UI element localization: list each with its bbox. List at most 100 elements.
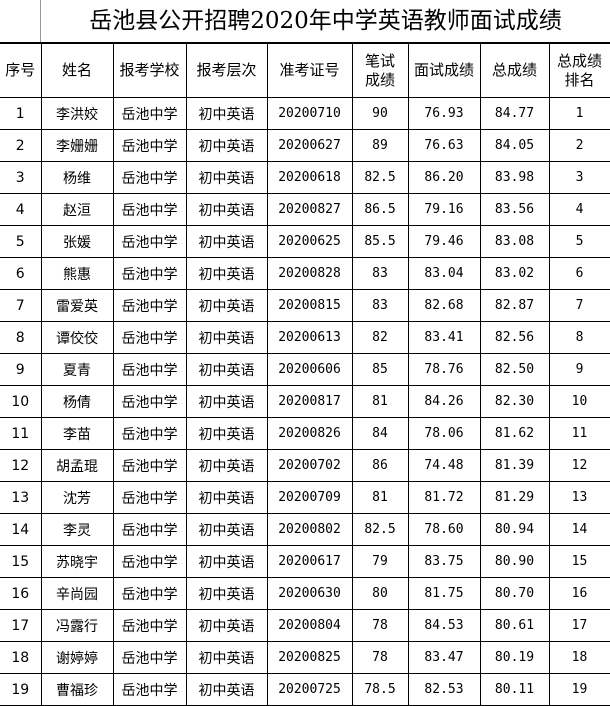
table-row: 4 赵洹 岳池中学 初中英语 20200827 86.5 79.16 83.56 4 <box>0 193 610 226</box>
cell-rank: 2 <box>548 129 610 162</box>
cell-rank: 3 <box>548 161 610 194</box>
cell-total-score: 83.56 <box>479 193 550 226</box>
cell-rank: 16 <box>548 577 610 610</box>
table-row: 15 苏晓宇 岳池中学 初中英语 20200617 79 83.75 80.90 15 <box>0 545 610 578</box>
cell-total-score: 82.56 <box>479 321 550 354</box>
cell-school: 岳池中学 <box>112 97 187 130</box>
cell-written-score: 86 <box>351 449 409 482</box>
cell-name: 李洪姣 <box>40 97 114 130</box>
cell-exam-id: 20200826 <box>266 417 353 450</box>
cell-name: 曹福珍 <box>40 673 114 706</box>
cell-written-score: 90 <box>351 97 409 130</box>
cell-exam-id: 20200618 <box>266 161 353 194</box>
cell-index: 14 <box>0 513 42 546</box>
cell-exam-id: 20200606 <box>266 353 353 386</box>
cell-index: 4 <box>0 193 42 226</box>
cell-school: 岳池中学 <box>112 129 187 162</box>
cell-rank: 10 <box>548 385 610 418</box>
title-row: 岳池县公开招聘2020年中学英语教师面试成绩 <box>0 0 610 43</box>
page-title: 岳池县公开招聘2020年中学英语教师面试成绩 <box>89 8 562 34</box>
table-row: 8 谭佼佼 岳池中学 初中英语 20200613 82 83.41 82.56 8 <box>0 321 610 354</box>
cell-exam-id: 20200828 <box>266 257 353 290</box>
cell-total-score: 80.19 <box>479 641 550 674</box>
cell-level: 初中英语 <box>185 321 268 354</box>
cell-interview-score: 82.68 <box>407 289 481 322</box>
cell-name: 辛尚园 <box>40 577 114 610</box>
cell-total-score: 81.62 <box>479 417 550 450</box>
cell-level: 初中英语 <box>185 353 268 386</box>
table-row: 14 李灵 岳池中学 初中英语 20200802 82.5 78.60 80.94 14 <box>0 513 610 546</box>
cell-interview-score: 78.76 <box>407 353 481 386</box>
cell-exam-id: 20200709 <box>266 481 353 514</box>
cell-index: 5 <box>0 225 42 258</box>
cell-exam-id: 20200625 <box>266 225 353 258</box>
gridline <box>40 0 41 42</box>
cell-written-score: 78 <box>351 641 409 674</box>
cell-rank: 14 <box>548 513 610 546</box>
cell-level: 初中英语 <box>185 417 268 450</box>
cell-index: 11 <box>0 417 42 450</box>
cell-index: 15 <box>0 545 42 578</box>
cell-school: 岳池中学 <box>112 481 187 514</box>
cell-index: 1 <box>0 97 42 130</box>
cell-name: 张媛 <box>40 225 114 258</box>
cell-name: 李姗姗 <box>40 129 114 162</box>
cell-rank: 11 <box>548 417 610 450</box>
cell-written-score: 82.5 <box>351 161 409 194</box>
cell-total-score: 84.77 <box>479 97 550 130</box>
cell-index: 16 <box>0 577 42 610</box>
cell-written-score: 86.5 <box>351 193 409 226</box>
cell-rank: 7 <box>548 289 610 322</box>
cell-school: 岳池中学 <box>112 673 187 706</box>
cell-school: 岳池中学 <box>112 289 187 322</box>
cell-school: 岳池中学 <box>112 449 187 482</box>
cell-total-score: 80.70 <box>479 577 550 610</box>
cell-total-score: 81.29 <box>479 481 550 514</box>
table-row: 3 杨维 岳池中学 初中英语 20200618 82.5 86.20 83.98 3 <box>0 161 610 194</box>
cell-index: 6 <box>0 257 42 290</box>
cell-exam-id: 20200613 <box>266 321 353 354</box>
cell-school: 岳池中学 <box>112 257 187 290</box>
cell-interview-score: 83.04 <box>407 257 481 290</box>
cell-level: 初中英语 <box>185 289 268 322</box>
header-index: 序号 <box>0 43 42 98</box>
cell-school: 岳池中学 <box>112 513 187 546</box>
cell-written-score: 81 <box>351 385 409 418</box>
cell-name: 杨倩 <box>40 385 114 418</box>
header-level: 报考层次 <box>185 43 268 98</box>
cell-name: 谭佼佼 <box>40 321 114 354</box>
cell-level: 初中英语 <box>185 449 268 482</box>
cell-level: 初中英语 <box>185 673 268 706</box>
header-rank: 总成绩排名 <box>548 43 610 98</box>
cell-index: 13 <box>0 481 42 514</box>
cell-school: 岳池中学 <box>112 385 187 418</box>
cell-written-score: 81 <box>351 481 409 514</box>
cell-total-score: 80.11 <box>479 673 550 706</box>
cell-total-score: 83.08 <box>479 225 550 258</box>
cell-level: 初中英语 <box>185 161 268 194</box>
cell-written-score: 83 <box>351 289 409 322</box>
cell-level: 初中英语 <box>185 225 268 258</box>
cell-written-score: 78 <box>351 609 409 642</box>
cell-interview-score: 78.06 <box>407 417 481 450</box>
cell-level: 初中英语 <box>185 97 268 130</box>
cell-exam-id: 20200802 <box>266 513 353 546</box>
cell-exam-id: 20200825 <box>266 641 353 674</box>
cell-level: 初中英语 <box>185 385 268 418</box>
scores-table: 序号 姓名 报考学校 报考层次 准考证号 笔试成绩 面试成绩 总成绩 总成绩排名 1 李洪姣 岳池中… <box>0 43 610 706</box>
cell-written-score: 85 <box>351 353 409 386</box>
cell-written-score: 89 <box>351 129 409 162</box>
cell-school: 岳池中学 <box>112 225 187 258</box>
cell-level: 初中英语 <box>185 641 268 674</box>
cell-interview-score: 84.26 <box>407 385 481 418</box>
cell-interview-score: 81.72 <box>407 481 481 514</box>
cell-total-score: 84.05 <box>479 129 550 162</box>
cell-interview-score: 79.46 <box>407 225 481 258</box>
cell-total-score: 80.90 <box>479 545 550 578</box>
cell-exam-id: 20200725 <box>266 673 353 706</box>
cell-index: 3 <box>0 161 42 194</box>
cell-total-score: 83.98 <box>479 161 550 194</box>
cell-exam-id: 20200710 <box>266 97 353 130</box>
cell-exam-id: 20200827 <box>266 193 353 226</box>
cell-interview-score: 83.75 <box>407 545 481 578</box>
